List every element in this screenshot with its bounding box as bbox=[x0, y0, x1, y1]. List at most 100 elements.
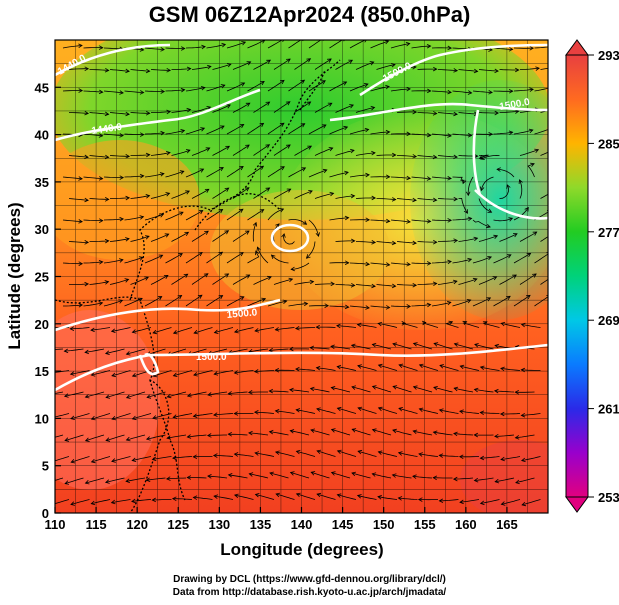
streamline bbox=[355, 197, 376, 199]
streamline-arrowhead bbox=[198, 210, 204, 215]
streamline bbox=[247, 209, 264, 221]
streamline bbox=[288, 167, 306, 178]
streamline-arrowhead bbox=[508, 46, 514, 52]
streamline-arrowhead bbox=[248, 430, 253, 436]
streamline bbox=[355, 152, 376, 156]
streamline bbox=[68, 198, 89, 201]
streamline-arrowhead bbox=[78, 176, 83, 181]
streamline-arrowhead bbox=[290, 266, 295, 272]
streamline bbox=[480, 412, 500, 414]
streamline bbox=[296, 493, 316, 500]
x-tick-label: 165 bbox=[496, 517, 518, 532]
streamline-arrowhead bbox=[524, 206, 529, 212]
streamline-arrowhead bbox=[398, 407, 403, 412]
streamline bbox=[206, 84, 225, 92]
streamline-arrowhead bbox=[473, 236, 479, 242]
streamline bbox=[150, 69, 171, 71]
contour-label: 1500.0 bbox=[196, 352, 227, 363]
streamline bbox=[70, 413, 90, 420]
streamline-arrowhead bbox=[185, 190, 190, 195]
streamline-arrowhead bbox=[473, 477, 479, 483]
streamline bbox=[472, 297, 491, 307]
streamline-arrowhead bbox=[165, 476, 171, 481]
streamline-arrowhead bbox=[90, 327, 95, 333]
streamline bbox=[474, 344, 494, 350]
streamline-arrowhead bbox=[365, 305, 370, 310]
streamline bbox=[480, 499, 500, 504]
streamline bbox=[521, 323, 541, 328]
streamline-arrowhead bbox=[180, 129, 186, 134]
colorbar-min-arrow bbox=[565, 496, 589, 513]
streamline-arrowhead bbox=[98, 301, 104, 306]
streamline-arrowhead bbox=[248, 472, 254, 477]
streamline bbox=[422, 322, 439, 328]
streamline bbox=[493, 131, 513, 135]
streamline-arrowhead bbox=[426, 88, 432, 94]
streamline-arrowhead bbox=[110, 328, 116, 333]
streamline-arrowhead bbox=[206, 64, 212, 70]
streamline-arrowhead bbox=[69, 326, 75, 331]
streamline bbox=[248, 432, 269, 436]
streamline-arrowhead bbox=[50, 371, 54, 375]
x-axis-ticks: 110 115 120 125 130 135 140 145 150 155 160 165 bbox=[45, 507, 518, 532]
streamline-arrowhead bbox=[512, 274, 517, 279]
streamline bbox=[417, 198, 437, 201]
streamline-arrowhead bbox=[139, 47, 145, 52]
streamline bbox=[212, 273, 229, 285]
streamline-arrowhead bbox=[274, 409, 280, 414]
streamline bbox=[499, 233, 518, 242]
streamline bbox=[311, 471, 330, 479]
streamline-arrowhead bbox=[289, 429, 295, 434]
streamline bbox=[478, 276, 497, 285]
streamline bbox=[417, 241, 437, 243]
streamline bbox=[70, 327, 90, 330]
streamline bbox=[396, 284, 417, 286]
streamline bbox=[316, 367, 336, 371]
streamline bbox=[247, 165, 264, 178]
streamline-arrowhead bbox=[308, 190, 313, 195]
streamline bbox=[83, 90, 103, 93]
streamline-arrowhead bbox=[391, 240, 397, 246]
streamline bbox=[499, 110, 519, 113]
streamline bbox=[91, 499, 111, 505]
streamline bbox=[335, 240, 355, 242]
streamline bbox=[228, 474, 248, 479]
streamline-arrowhead bbox=[265, 101, 271, 106]
streamline-arrowhead bbox=[493, 234, 499, 240]
streamline bbox=[83, 133, 103, 137]
streamline-arrowhead bbox=[432, 111, 438, 116]
streamline bbox=[291, 262, 310, 270]
streamline bbox=[226, 41, 246, 49]
streamline bbox=[253, 59, 271, 70]
streamline bbox=[357, 324, 377, 328]
streamline-arrowhead bbox=[213, 329, 219, 334]
streamline bbox=[534, 129, 548, 135]
streamline-arrowhead bbox=[479, 500, 485, 506]
credit-drawing: Drawing by DCL (https://www.gfd-dennou.o… bbox=[173, 574, 446, 585]
streamline-arrowhead bbox=[350, 148, 355, 154]
streamline bbox=[173, 327, 193, 334]
colorbar-tick-label: 269 bbox=[598, 313, 619, 328]
streamline-arrowhead bbox=[70, 501, 75, 506]
streamline bbox=[437, 155, 458, 158]
streamline-arrowhead bbox=[303, 301, 309, 307]
streamline bbox=[519, 231, 537, 242]
streamline bbox=[191, 230, 209, 242]
streamline bbox=[144, 254, 163, 264]
streamline bbox=[165, 170, 184, 178]
streamline bbox=[110, 197, 130, 199]
streamline bbox=[63, 304, 83, 307]
streamline-arrowhead bbox=[344, 260, 350, 265]
streamline bbox=[372, 386, 392, 393]
streamline-arrowhead bbox=[239, 296, 245, 301]
streamline-arrowhead bbox=[233, 370, 239, 375]
streamline-arrowhead bbox=[459, 499, 464, 505]
streamline-arrowhead bbox=[98, 45, 104, 50]
x-tick-label: 120 bbox=[126, 517, 148, 532]
y-tick-label: 30 bbox=[35, 222, 49, 237]
streamline-arrowhead bbox=[104, 280, 110, 285]
streamline-arrowhead bbox=[514, 390, 519, 395]
streamline bbox=[376, 284, 396, 287]
streamline-arrowhead bbox=[84, 281, 90, 287]
streamline-arrowhead bbox=[268, 429, 274, 435]
